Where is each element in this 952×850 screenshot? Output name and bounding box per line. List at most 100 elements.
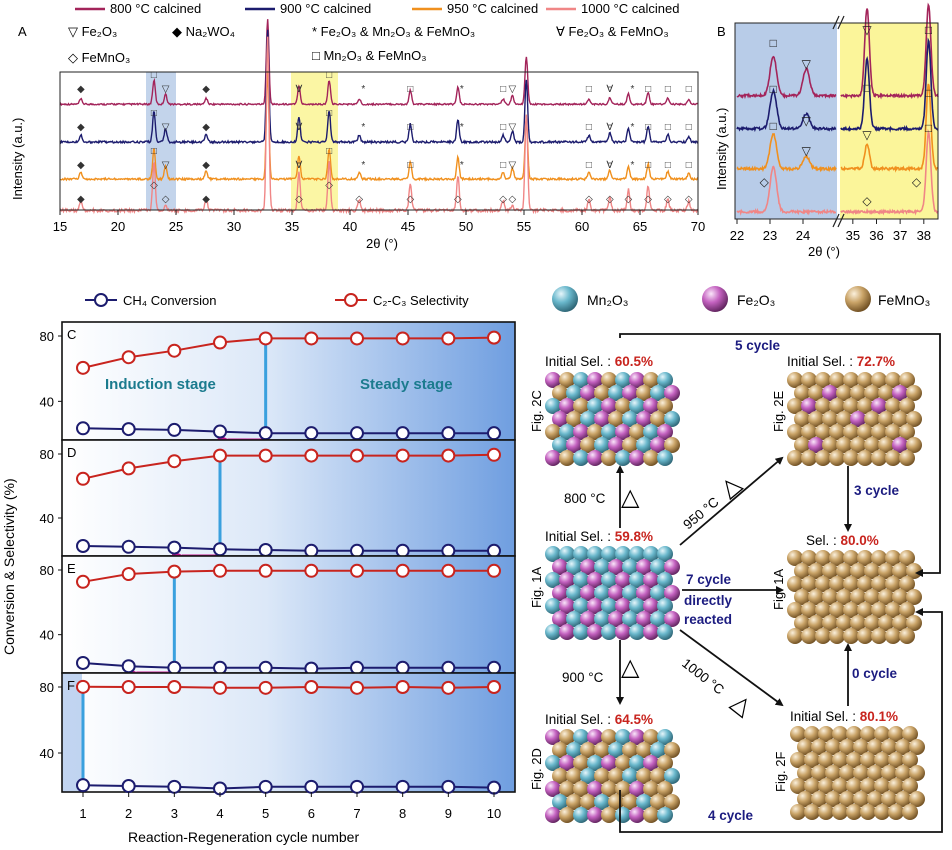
xrd-marker: ◆ xyxy=(77,122,85,133)
caption-final-prefix: Sel. : xyxy=(806,533,841,548)
cycle-0: 0 cycle xyxy=(852,666,898,681)
lattice-ball xyxy=(601,807,617,823)
lattice-ball xyxy=(808,385,824,401)
lattice-ball xyxy=(664,559,680,575)
lattice-ball xyxy=(829,372,845,388)
lattice-ball xyxy=(629,807,645,823)
xrd-zoom-line xyxy=(840,37,939,133)
lattice-ball xyxy=(629,546,645,562)
xrd-zoom-marker: □ xyxy=(925,121,932,135)
edge-800c-delta: △ xyxy=(621,484,640,511)
xrd-marker: ◇ xyxy=(509,194,517,205)
lattice-ball xyxy=(650,385,666,401)
lattice-2c xyxy=(545,372,680,466)
lattice-ball xyxy=(822,385,838,401)
lattice-ball xyxy=(871,602,887,618)
panel-label: E xyxy=(67,561,76,576)
lattice-ball xyxy=(622,611,638,627)
lattice-ball xyxy=(794,615,810,631)
xrd-marker: ◆ xyxy=(202,84,210,95)
lattice-ball xyxy=(790,804,806,820)
lattice-ball xyxy=(601,781,617,797)
caption-2c-prefix: Initial Sel. : xyxy=(545,354,615,369)
lattice-ball xyxy=(657,781,673,797)
xrd-marker: * xyxy=(361,122,365,133)
lattice-ball xyxy=(629,624,645,640)
x-axis-a: 15 20 25 30 35 40 45 50 55 60 65 70 xyxy=(53,210,705,234)
lattice-ball xyxy=(822,589,838,605)
conversion-point xyxy=(487,426,501,441)
selectivity-point xyxy=(441,680,456,695)
lattice-ball xyxy=(657,807,673,823)
selectivity-line xyxy=(82,336,495,369)
x-tick-label-a: 50 xyxy=(459,219,473,234)
lattice-ball xyxy=(846,752,862,768)
y-tick-label: 80 xyxy=(40,563,54,578)
lattice-ball xyxy=(909,739,925,755)
lattice-ball xyxy=(892,563,908,579)
caption-1a: Initial Sel. : 59.8% xyxy=(545,529,653,544)
lattice-ball xyxy=(822,411,838,427)
cycle-legend: CH₄ Conversion C₂-C₃ Selectivity xyxy=(85,293,469,308)
lattice-ball xyxy=(864,589,880,605)
conversion-point xyxy=(167,540,182,555)
lattice-ball xyxy=(643,372,659,388)
selectivity-point xyxy=(487,447,501,462)
lattice-ball xyxy=(559,598,575,614)
lattice-ball xyxy=(573,807,589,823)
xrd-line-800 xyxy=(59,19,699,107)
lattice-ball xyxy=(650,794,666,810)
lattice-ball xyxy=(906,411,922,427)
lattice-ball xyxy=(657,729,673,745)
lattice-ball xyxy=(895,791,911,807)
lattice-ball xyxy=(846,726,862,742)
xrd-marker: ◇ xyxy=(162,194,170,205)
lattice-ball xyxy=(815,628,831,644)
subplot-D: D 40 80 xyxy=(40,439,516,562)
xrd-marker: ∀ xyxy=(296,122,303,133)
y-axis-label-a: Intensity (a.u.) xyxy=(10,118,25,200)
lattice-ball xyxy=(790,778,806,794)
lattice-ball xyxy=(636,437,652,453)
caption-1a-prefix: Initial Sel. : xyxy=(545,529,615,544)
edge-900c: 900 °C xyxy=(562,670,604,685)
xrd-marker: □ xyxy=(326,70,332,81)
lattice-ball xyxy=(643,424,659,440)
conversion-point xyxy=(121,422,136,437)
lattice-ball xyxy=(860,752,876,768)
lattice-ball xyxy=(650,611,666,627)
lattice-ball xyxy=(909,765,925,781)
conversion-point xyxy=(213,660,227,675)
axis-break-mark-1 xyxy=(832,213,840,228)
arrow-2c-loop xyxy=(619,333,941,577)
conversion-point xyxy=(76,778,90,793)
fig-label-2f: Fig. 2F xyxy=(773,751,788,792)
lattice-ball xyxy=(657,398,673,414)
lattice-ball xyxy=(643,398,659,414)
cycle-direct-2: directly xyxy=(684,593,733,608)
conversion-point xyxy=(304,426,319,441)
xrd-zoom-marker: □ xyxy=(925,23,932,37)
plot-frame-a xyxy=(59,71,699,211)
lattice-ball xyxy=(804,752,820,768)
xrd-zoom-marker: ◇ xyxy=(862,194,872,208)
lattice-ball xyxy=(839,765,855,781)
xrd-line-900 xyxy=(59,29,699,145)
lattice-ball xyxy=(899,398,915,414)
phase-legend: ▽ Fe₂O₃ ◆ Na₂WO₄ * Fe₂O₃ & Mn₂O₃ & FeMnO… xyxy=(68,24,669,65)
lattice-ball xyxy=(787,576,803,592)
x-tick-label-cycle: 1 xyxy=(79,806,86,821)
xrd-marker: * xyxy=(460,84,464,95)
lattice-ball xyxy=(829,424,845,440)
x-tick-label-cycle: 2 xyxy=(125,806,132,821)
lattice-ball xyxy=(843,424,859,440)
xrd-marker: ◇ xyxy=(664,194,672,205)
selectivity-point xyxy=(441,563,456,578)
xrd-peak-markers: ▽ *◆□▽ ◆ ∀□* □ * □ □ ∀ □ □ □▽ *◆□▽ ◆ ∀□* □ * □ □ ∀ □ □ □▽ *◆□▽ ◆… xyxy=(77,70,693,205)
lattice-ball xyxy=(857,424,873,440)
conversion-point xyxy=(441,779,456,794)
lattice-ball xyxy=(860,726,876,742)
edge-1000c-delta: △ xyxy=(726,688,758,721)
lattice-ball xyxy=(881,739,897,755)
lattice-ball xyxy=(629,781,645,797)
